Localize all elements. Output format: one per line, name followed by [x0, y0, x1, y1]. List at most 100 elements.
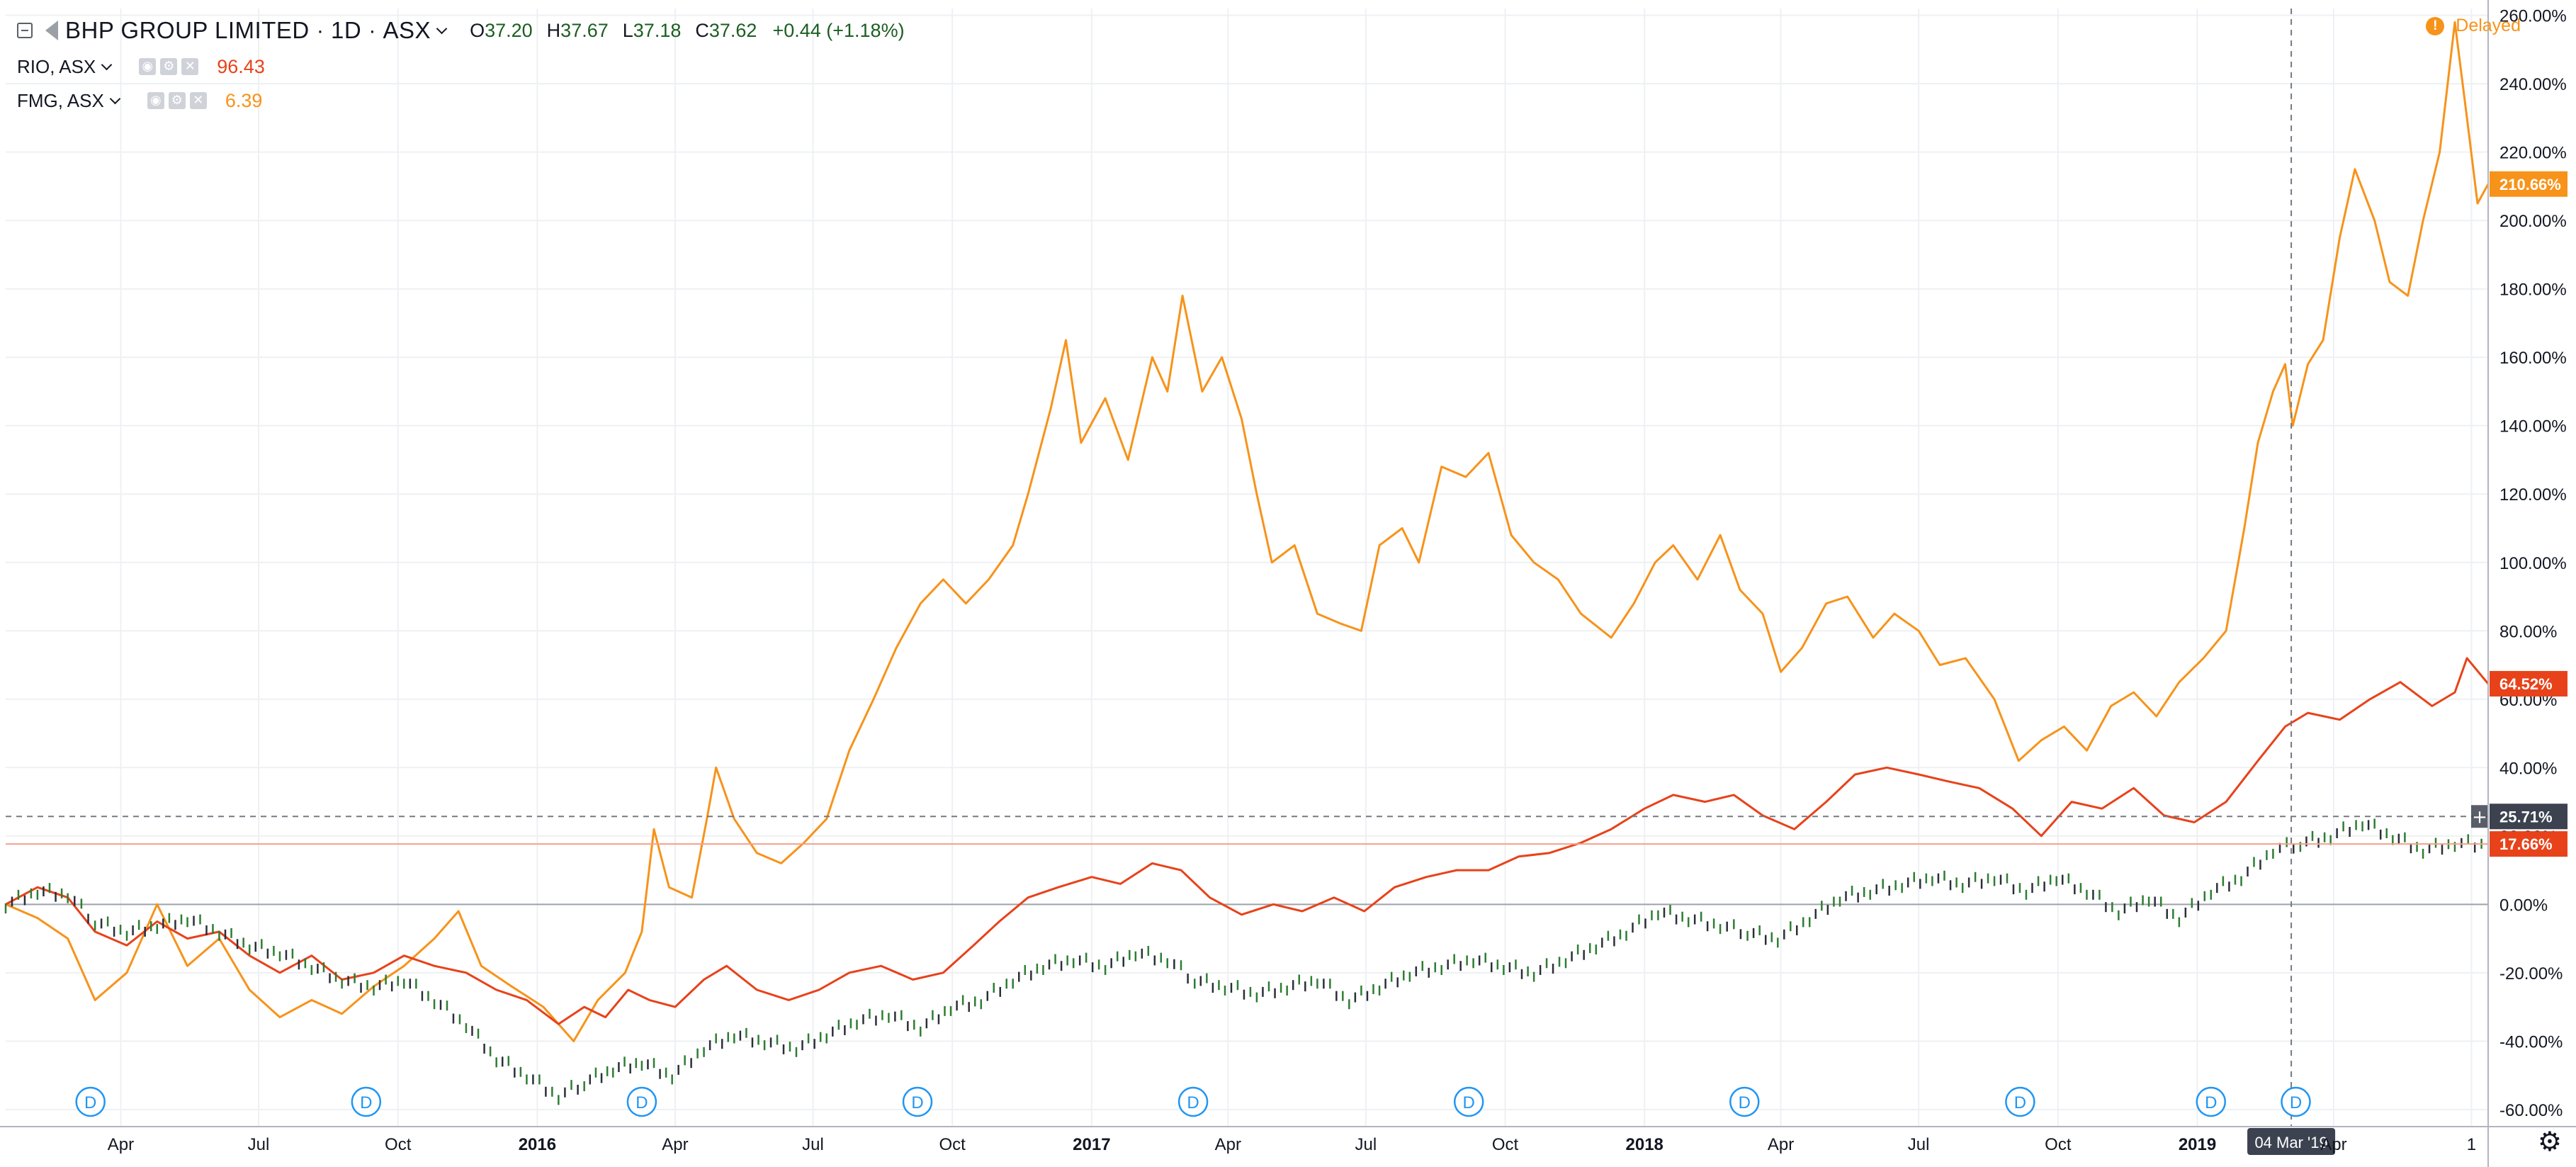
separator-dot: ·	[368, 18, 376, 43]
dividend-marker-label: D	[84, 1093, 96, 1112]
x-tick-label: 2016	[519, 1135, 556, 1154]
dividend-marker	[1453, 1086, 1484, 1117]
dividend-marker-label: D	[1187, 1093, 1199, 1112]
chevron-down-icon[interactable]	[436, 23, 448, 34]
y-tick-label: 0.00%	[2499, 896, 2548, 915]
x-tick-label: 2019	[2179, 1135, 2216, 1154]
x-tick-label: Jul	[1355, 1135, 1377, 1154]
dividend-marker-label: D	[2014, 1093, 2026, 1112]
ohlc-low: L37.18	[622, 19, 682, 41]
x-tick-label: 2017	[1073, 1135, 1110, 1154]
dividend-marker-label: D	[635, 1093, 648, 1112]
dividend-marker-label: D	[1739, 1093, 1751, 1112]
last-value-badge	[2490, 831, 2567, 857]
close-icon[interactable]: ✕	[181, 58, 199, 75]
dividend-marker	[1177, 1086, 1209, 1117]
y-tick-label: 220.00%	[2499, 144, 2567, 163]
crosshair-date-badge	[2247, 1128, 2336, 1155]
last-value-label: 210.66%	[2499, 176, 2561, 193]
compare-symbol[interactable]: FMG, ASX	[17, 89, 104, 111]
ohlc-close: C37.62	[695, 19, 757, 41]
exchange-label: ASX	[383, 17, 431, 43]
x-tick-label: Apr	[108, 1135, 134, 1154]
x-tick-label: Oct	[939, 1135, 966, 1154]
dividend-marker	[351, 1086, 382, 1117]
y-tick-label: 240.00%	[2499, 75, 2567, 94]
x-tick-label: Oct	[385, 1135, 412, 1154]
separator-dot: ·	[316, 18, 324, 43]
last-value-label: 64.52%	[2499, 675, 2553, 693]
y-tick-label: 180.00%	[2499, 281, 2567, 300]
x-tick-label: Oct	[1492, 1135, 1519, 1154]
grid	[6, 9, 2488, 1127]
compare-value: 6.39	[225, 89, 263, 111]
crosshair-value-badge	[2490, 804, 2567, 830]
y-tick-label: 200.00%	[2499, 212, 2567, 231]
dividend-marker	[902, 1086, 933, 1117]
x-tick-label: Apr	[662, 1135, 688, 1154]
eye-icon[interactable]: ◉	[139, 58, 157, 75]
crosshair-date-label: 04 Mar '19	[2254, 1134, 2327, 1151]
settings-gear-icon[interactable]: ⚙	[2537, 1126, 2562, 1157]
compare-symbol[interactable]: RIO, ASX	[17, 55, 96, 77]
y-tick-label: 160.00%	[2499, 349, 2567, 368]
chevron-down-icon[interactable]	[109, 93, 121, 104]
dividend-marker	[2281, 1086, 2311, 1117]
dividend-marker	[2005, 1086, 2035, 1117]
x-tick-label: Apr	[2320, 1135, 2346, 1154]
collapse-icon[interactable]	[17, 23, 33, 38]
y-tick-label: 140.00%	[2499, 417, 2567, 436]
crosshair-value-label: 25.71%	[2499, 808, 2553, 825]
last-value-label: 17.66%	[2499, 835, 2553, 853]
symbol-name[interactable]: BHP GROUP LIMITED	[65, 17, 310, 43]
interval-label[interactable]: 1D	[331, 17, 362, 43]
legend: BHP GROUP LIMITED · 1D · ASX O37.20 H37.…	[0, 0, 921, 128]
compare-value: 96.43	[217, 55, 265, 77]
chevron-down-icon[interactable]	[101, 59, 113, 70]
change-value: +0.44 (+1.18%)	[772, 19, 905, 41]
ohlc-open: O37.20	[470, 19, 533, 41]
x-tick-label: 1	[2467, 1135, 2476, 1154]
x-tick-label: Oct	[2045, 1135, 2072, 1154]
last-value-badge	[2490, 171, 2567, 197]
series-candles-bhp	[4, 818, 2482, 1105]
dividend-marker-label: D	[1463, 1093, 1475, 1112]
y-tick-label: 120.00%	[2499, 485, 2567, 504]
x-tick-label: Jul	[248, 1135, 270, 1154]
info-icon: !	[2426, 16, 2445, 35]
main-series-legend: BHP GROUP LIMITED · 1D · ASX O37.20 H37.…	[17, 14, 905, 47]
eye-icon[interactable]: ◉	[147, 92, 164, 109]
delayed-label: Delayed	[2456, 16, 2521, 35]
flag-icon[interactable]	[45, 21, 58, 40]
gear-icon[interactable]: ⚙	[160, 58, 178, 75]
gear-icon[interactable]: ⚙	[168, 92, 186, 109]
y-tick-label: 40.00%	[2499, 759, 2557, 778]
dividend-marker-label: D	[360, 1093, 372, 1112]
series-layer	[4, 21, 2490, 1105]
ohlc-high: H37.67	[546, 19, 609, 41]
dividend-marker	[2196, 1086, 2227, 1117]
close-icon[interactable]: ✕	[189, 92, 207, 109]
dividend-marker	[626, 1086, 657, 1117]
dividend-marker	[1729, 1086, 1760, 1117]
y-tick-label: 100.00%	[2499, 554, 2567, 573]
plus-icon: +	[2472, 806, 2487, 828]
delayed-status[interactable]: ! Delayed	[2426, 16, 2521, 36]
dividend-marker-label: D	[2205, 1093, 2217, 1112]
x-tick-label: Jul	[1908, 1135, 1930, 1154]
y-tick-label: 80.00%	[2499, 622, 2557, 641]
y-tick-label: -40.00%	[2499, 1032, 2563, 1052]
compare-legend-fmg: FMG, ASX ◉ ⚙ ✕ 6.39	[17, 85, 262, 116]
y-tick-label: 260.00%	[2499, 7, 2567, 26]
x-tick-label: 2018	[1626, 1135, 1663, 1154]
y-tick-label: -20.00%	[2499, 964, 2563, 983]
x-tick-label: Apr	[1768, 1135, 1794, 1154]
price-labels: 210.66% 64.52% 17.66%	[6, 171, 2567, 857]
dividend-marker	[75, 1086, 106, 1117]
last-value-badge	[2490, 670, 2567, 697]
series-line-rio	[5, 657, 2490, 1025]
